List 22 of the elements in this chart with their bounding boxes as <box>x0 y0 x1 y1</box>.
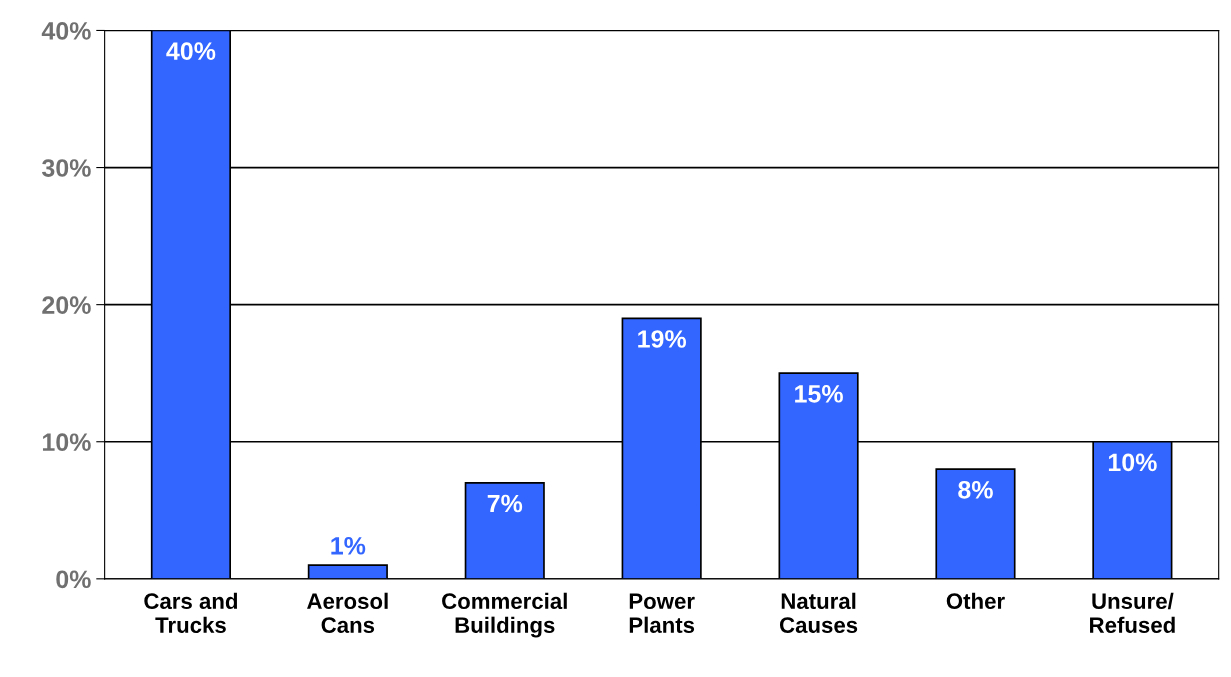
y-tick-label: 30% <box>41 159 91 177</box>
bar <box>935 468 1016 579</box>
x-tick-label: Power Plants <box>629 593 695 633</box>
x-tick-label: Aerosol Cans <box>307 592 388 633</box>
y-tick-label: 20% <box>42 296 91 314</box>
data-label: 40% <box>166 42 216 60</box>
bar <box>307 564 388 579</box>
x-tick-label: Other <box>946 592 1005 610</box>
bar <box>464 482 545 579</box>
data-label: 1% <box>331 536 366 555</box>
data-label: 7% <box>487 494 523 513</box>
x-tick-label: Unsure/ Refused <box>1090 592 1175 633</box>
y-tick-label: 0% <box>56 570 91 589</box>
data-label: 19% <box>638 330 687 348</box>
y-tick-label: 40% <box>41 22 91 40</box>
data-label: 10% <box>1108 453 1157 472</box>
data-label: 15% <box>795 385 843 403</box>
y-tick-label: 10% <box>42 433 91 452</box>
data-label: 8% <box>958 480 993 499</box>
x-tick-label: Cars and Trucks <box>144 592 238 633</box>
x-tick-label: Commercial Buildings <box>442 592 567 638</box>
x-tick-label: Natural Causes <box>779 592 858 633</box>
